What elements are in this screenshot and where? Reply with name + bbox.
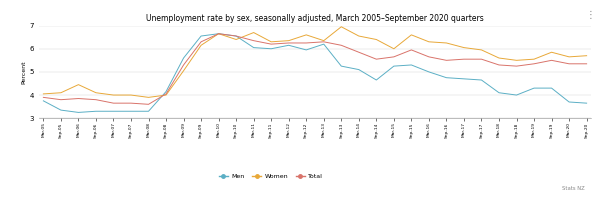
Legend: Men, Women, Total: Men, Women, Total — [216, 171, 325, 182]
Text: ⋮: ⋮ — [586, 10, 596, 20]
Text: Stats NZ: Stats NZ — [562, 186, 585, 191]
Title: Unemployment rate by sex, seasonally adjusted, March 2005–September 2020 quarter: Unemployment rate by sex, seasonally adj… — [146, 14, 484, 23]
Y-axis label: Percent: Percent — [22, 60, 27, 84]
